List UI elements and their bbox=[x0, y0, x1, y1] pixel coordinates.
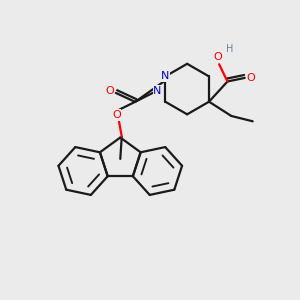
Text: N: N bbox=[153, 85, 162, 96]
Text: O: O bbox=[247, 73, 256, 83]
Text: O: O bbox=[214, 52, 222, 62]
Text: N: N bbox=[161, 71, 170, 81]
Text: H: H bbox=[226, 44, 233, 54]
Text: O: O bbox=[112, 110, 121, 120]
Text: O: O bbox=[105, 86, 114, 96]
